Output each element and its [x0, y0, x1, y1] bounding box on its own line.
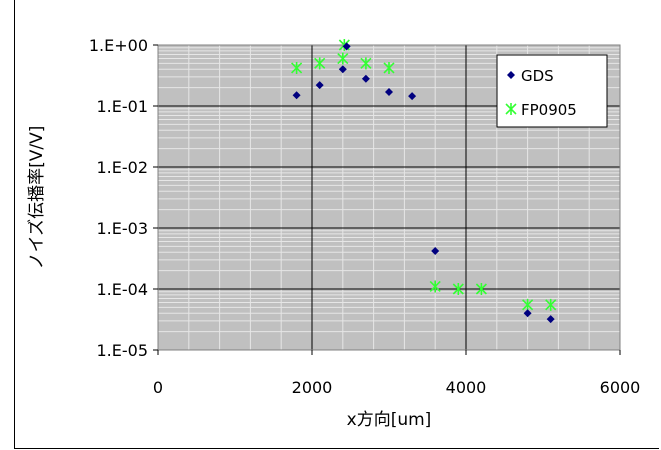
fp0905-point	[475, 283, 487, 295]
y-tick-label: 1.E-03	[96, 219, 148, 238]
fp0905-point	[429, 280, 441, 293]
gds-point	[546, 315, 555, 324]
y-tick-label: 1.E+00	[89, 36, 148, 55]
legend-marker-fp0905	[505, 103, 517, 115]
gds-point	[315, 81, 324, 90]
legend-marker-gds	[507, 71, 515, 79]
fp0905-point	[545, 298, 557, 311]
gds-point	[292, 91, 301, 100]
legend-label: FP0905	[521, 101, 577, 119]
x-tick-label: 6000	[600, 378, 641, 397]
fp0905-point	[314, 57, 326, 70]
legend-label: GDS	[521, 67, 554, 85]
fp0905-point	[291, 61, 303, 74]
gds-point	[342, 42, 351, 51]
legend-box	[496, 54, 608, 128]
gds-point	[361, 74, 370, 83]
fp0905-point	[383, 61, 395, 74]
gds-point	[431, 246, 440, 255]
gds-point	[523, 309, 532, 318]
gds-point	[338, 65, 347, 74]
fp0905-point	[452, 283, 464, 295]
y-tick-label: 1.E-05	[96, 341, 148, 360]
y-tick-label: 1.E-04	[96, 280, 148, 299]
y-axis-title: ノイズ伝播率[V/V]	[27, 126, 47, 270]
x-tick-label: 0	[153, 378, 163, 397]
fp0905-point	[522, 298, 534, 311]
x-tick-label: 2000	[292, 378, 333, 397]
y-tick-label: 1.E-02	[96, 158, 148, 177]
fp0905-point	[337, 52, 349, 65]
x-tick-label: 4000	[446, 378, 487, 397]
gds-point	[408, 92, 417, 101]
gds-point	[385, 87, 393, 96]
fp0905-point	[360, 57, 372, 70]
x-axis-title: x方向[um]	[347, 410, 432, 430]
y-tick-label: 1.E-01	[96, 97, 148, 116]
plot-border	[157, 44, 621, 351]
